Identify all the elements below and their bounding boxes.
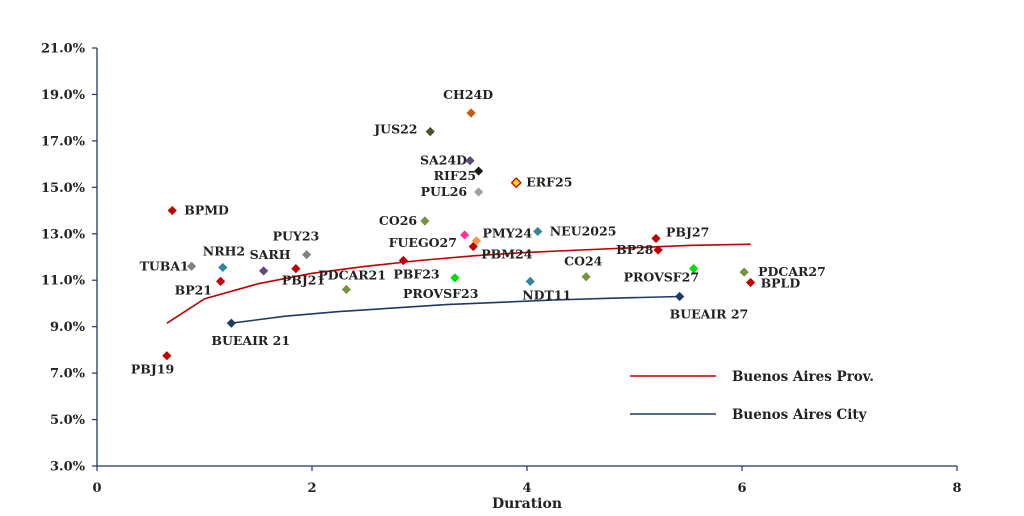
point-label: NEU2025 xyxy=(550,223,617,238)
point-pul26 xyxy=(474,187,484,197)
point-label: BP28 xyxy=(616,242,654,257)
point-neu2025 xyxy=(533,226,543,237)
point-label: BPMD xyxy=(184,203,229,218)
y-tick-label: 15.0% xyxy=(41,181,86,196)
point-label: SARH xyxy=(250,247,291,262)
point-label: PBJ19 xyxy=(131,362,174,377)
point-bueair-21 xyxy=(226,318,236,328)
point-label: PBF23 xyxy=(393,266,439,281)
point-label: PBJ21 xyxy=(282,273,325,288)
point-label: PUY23 xyxy=(273,229,320,244)
legend-label-1: Buenos Aires City xyxy=(732,407,868,423)
x-tick-label: 4 xyxy=(522,481,531,496)
x-tick-label: 6 xyxy=(737,481,746,496)
trend-line-1 xyxy=(231,295,680,324)
point-label: BUEAIR 27 xyxy=(670,306,749,321)
point-bpld xyxy=(746,277,756,288)
y-tick-label: 21.0% xyxy=(41,42,86,57)
point-bp21 xyxy=(216,276,226,286)
x-tick-label: 8 xyxy=(952,481,961,496)
point-pbj27 xyxy=(651,233,661,244)
point-label: BPLD xyxy=(761,276,801,291)
x-axis-title: Duration xyxy=(492,496,562,512)
point-ch24d xyxy=(466,108,476,118)
point-bueair-27 xyxy=(675,291,685,302)
point-co26 xyxy=(420,216,430,226)
point-pdcar21 xyxy=(341,284,351,295)
point-label: CH24D xyxy=(443,87,493,102)
x-tick-label: 2 xyxy=(307,481,316,496)
point-puy23 xyxy=(302,250,312,260)
point-erf25 xyxy=(510,177,522,189)
y-tick-label: 7.0% xyxy=(50,367,86,382)
point-provsf27 xyxy=(689,264,699,274)
point-pmy24 xyxy=(471,236,482,246)
point-label: BUEAIR 21 xyxy=(211,333,290,348)
point-label: CO26 xyxy=(379,213,418,228)
point-pdcar27 xyxy=(739,267,749,277)
point-label: TUBA1 xyxy=(140,258,189,273)
point-label: NRH2 xyxy=(203,243,245,258)
point-co24 xyxy=(581,272,591,282)
point-label: CO24 xyxy=(564,254,603,269)
point-label: BP21 xyxy=(175,282,212,297)
point-jus22 xyxy=(425,127,435,137)
y-tick-label: 17.0% xyxy=(41,134,86,149)
point-pbj19 xyxy=(162,351,172,361)
point-fuego27 xyxy=(460,230,470,240)
point-nrh2 xyxy=(218,262,228,273)
point-bp28 xyxy=(653,245,663,255)
x-tick-label: 0 xyxy=(92,481,101,496)
point-label: PMY24 xyxy=(482,226,532,241)
point-label: PROVSF27 xyxy=(624,270,699,285)
y-tick-label: 13.0% xyxy=(41,227,86,242)
point-label: ERF25 xyxy=(526,175,572,190)
y-tick-label: 9.0% xyxy=(50,320,86,335)
legend: Buenos Aires Prov. Buenos Aires City xyxy=(630,369,874,423)
point-pbj21 xyxy=(291,264,301,274)
y-tick-label: 3.0% xyxy=(50,460,86,475)
point-rif25 xyxy=(474,166,484,176)
trend-line-0 xyxy=(166,243,751,324)
point-label: PROVSF23 xyxy=(403,286,478,301)
point-sa24d xyxy=(465,156,475,166)
point-label: RIF25 xyxy=(434,168,477,183)
point-bpmd xyxy=(167,205,177,216)
point-sarh xyxy=(259,266,269,276)
legend-label-0: Buenos Aires Prov. xyxy=(732,369,874,385)
y-tick-label: 5.0% xyxy=(50,413,86,428)
y-tick-label: 19.0% xyxy=(41,88,86,103)
y-tick-label: 11.0% xyxy=(41,274,86,289)
point-label: PBJ27 xyxy=(666,224,709,239)
point-label: NDT11 xyxy=(522,287,571,302)
point-label: PDCAR21 xyxy=(318,268,386,283)
point-tuba1 xyxy=(187,261,197,271)
point-ndt11 xyxy=(525,276,535,286)
point-label: FUEGO27 xyxy=(389,235,457,250)
point-label: PDCAR27 xyxy=(758,264,826,279)
point-label: PBM24 xyxy=(481,247,532,262)
point-pbf23 xyxy=(398,255,408,266)
point-provsf23 xyxy=(450,273,460,283)
point-label: SA24D xyxy=(420,153,467,168)
point-label: JUS22 xyxy=(373,122,417,137)
point-label: PUL26 xyxy=(421,184,468,199)
